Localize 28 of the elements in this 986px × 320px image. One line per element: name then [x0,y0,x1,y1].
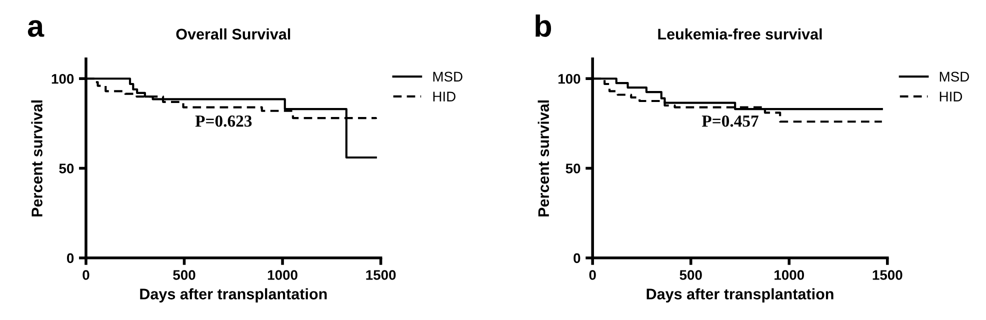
y-axis-title: Percent survival [538,100,550,216]
y-tick-label: 100 [558,74,580,84]
y-tick-label: 0 [67,253,74,264]
x-axis-title: Days after transplantation [140,288,327,302]
y-tick-label: 0 [574,253,580,264]
y-tick-label: 100 [52,74,74,84]
annotation: P=0.623 [195,115,252,127]
legend-label: HID [433,92,456,102]
x-tick-label: 0 [82,270,90,280]
text: b [536,14,552,37]
legend-label: MSD [940,72,969,82]
x-tick-label: 0 [589,270,596,280]
chart-title: Overall Survival [176,28,290,40]
text: a [28,20,44,37]
x-tick-label: 1000 [774,270,804,280]
x-tick-label: 1500 [872,270,902,280]
y-tick-label: 50 [59,164,74,174]
y-axis-title: Percent survival [31,100,42,216]
chart-title: Leukemia-free survival [658,28,822,40]
legend-label: HID [940,92,962,102]
legend-label: MSD [433,72,462,82]
x-tick-label: 1000 [268,270,298,280]
y-tick-label: 50 [566,164,580,174]
x-tick-label: 500 [173,270,196,280]
x-tick-label: 500 [680,270,702,280]
x-tick-label: 1500 [366,270,396,280]
x-axis-title: Days after transplantation [646,288,834,302]
annotation: P=0.457 [702,115,758,127]
